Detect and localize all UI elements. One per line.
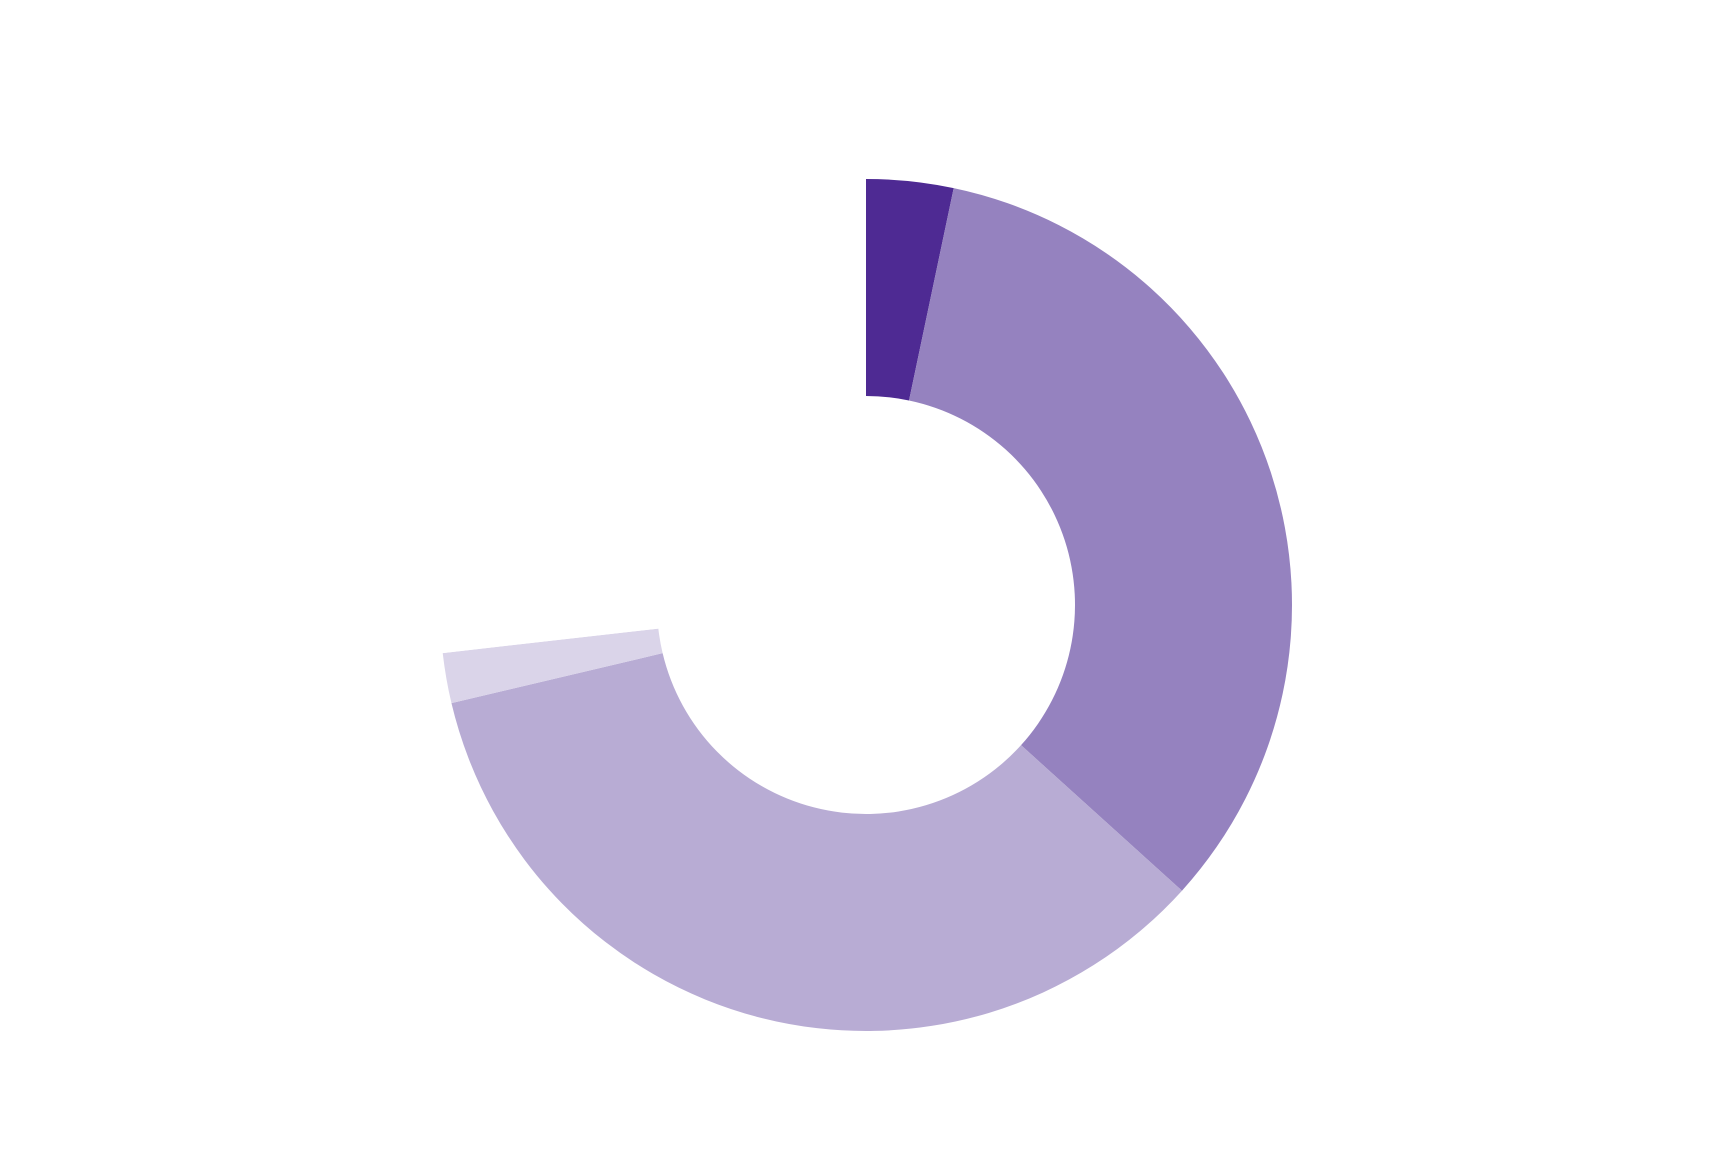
donut-segment: [440, 179, 866, 654]
donut-segment: [442, 628, 663, 704]
donut-segment: [866, 179, 954, 401]
donut-segment: [451, 653, 1182, 1031]
donut-segment: [909, 188, 1292, 891]
